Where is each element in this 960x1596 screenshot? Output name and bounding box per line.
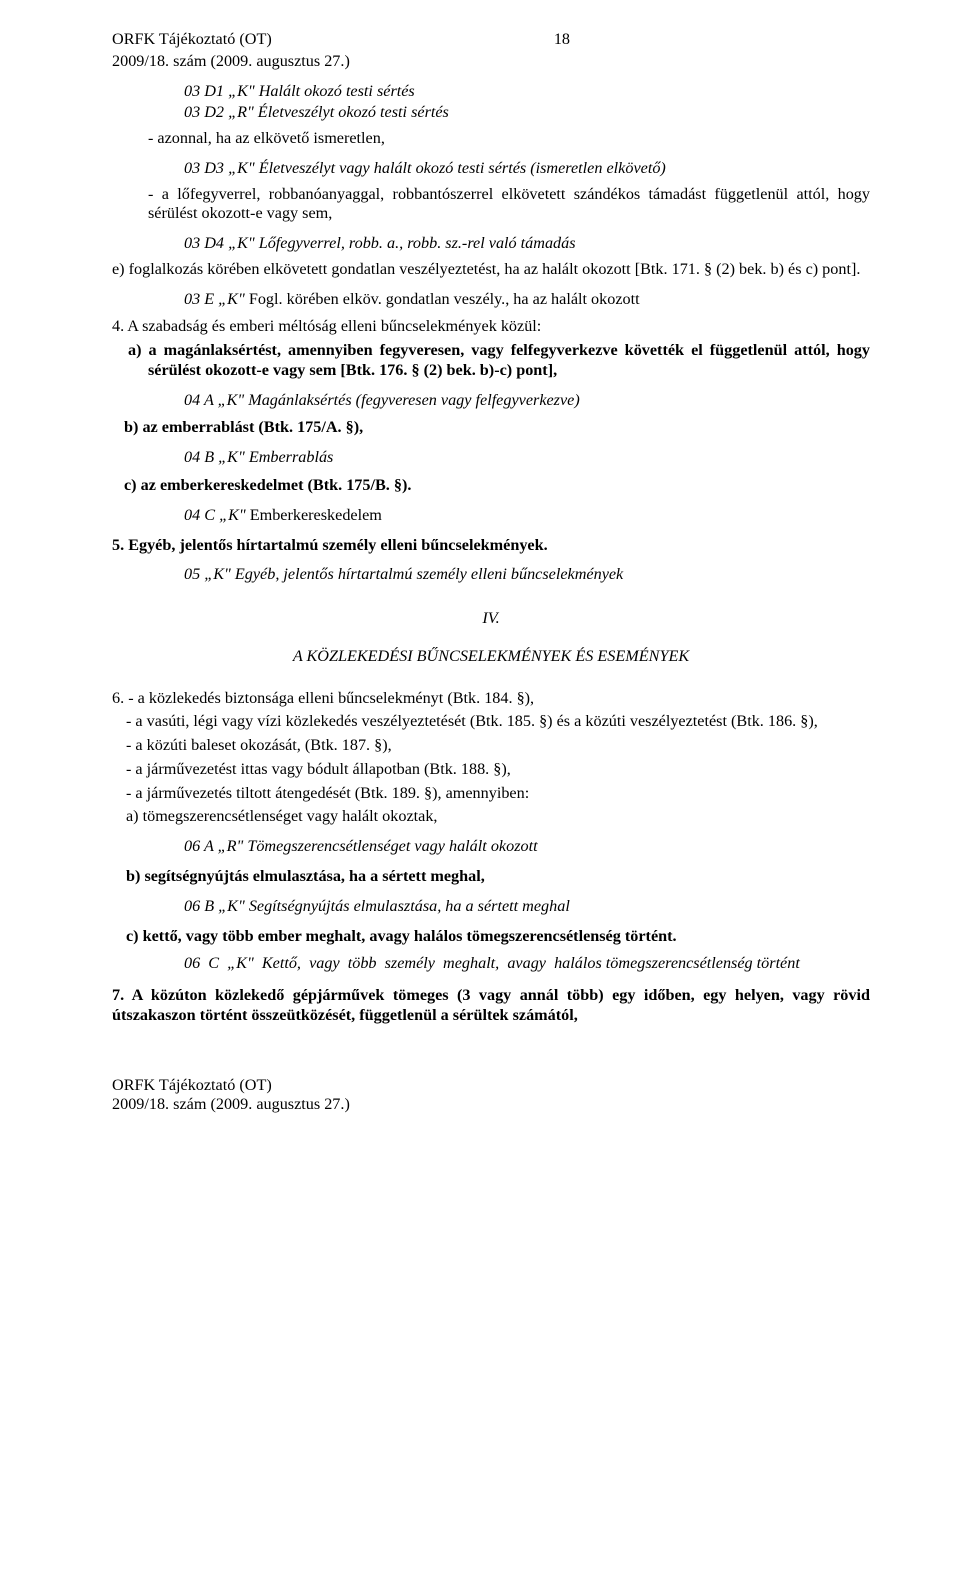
- subtitle-iv: A KÖZLEKEDÉSI BŰNCSELEKMÉNYEK ÉS ESEMÉNY…: [112, 647, 870, 667]
- section-6-line1: 6. - a közlekedés biztonsága elleni bűnc…: [112, 689, 870, 709]
- code-03-e: 03 E „K" Fogl. körében elköv. gondatlan …: [184, 290, 870, 310]
- line-azonnal: - azonnal, ha az elkövető ismeretlen,: [148, 129, 870, 149]
- footer-issue: 2009/18. szám (2009. augusztus 27.): [112, 1095, 870, 1115]
- section-6-line2: - a vasúti, légi vagy vízi közlekedés ve…: [112, 712, 870, 732]
- code-03-d1: 03 D1 „K" Halált okozó testi sértés: [184, 82, 870, 102]
- header-row: ORFK Tájékoztató (OT) 18: [112, 30, 870, 50]
- section-6-line5: - a járművezetés tiltott átengedését (Bt…: [112, 784, 870, 804]
- footer-title: ORFK Tájékoztató (OT): [112, 1076, 870, 1096]
- page-number: 18: [554, 30, 870, 50]
- roman-iv: IV.: [112, 609, 870, 629]
- code-03-d2: 03 D2 „R" Életveszélyt okozó testi sérté…: [184, 103, 870, 123]
- code-06-c: 06 C „K" Kettő, vagy több személy meghal…: [184, 954, 870, 974]
- section-7: 7. A közúton közlekedő gépjárművek tömeg…: [112, 986, 870, 1026]
- code-03-d3: 03 D3 „K" Életveszélyt vagy halált okozó…: [184, 159, 870, 179]
- code-03-d4: 03 D4 „K" Lőfegyverrel, robb. a., robb. …: [184, 234, 870, 254]
- code-04-b: 04 B „K" Emberrablás: [184, 448, 870, 468]
- section-6-line3: - a közúti baleset okozását, (Btk. 187. …: [112, 736, 870, 756]
- code-06-a: 06 A „R" Tömegszerencsétlenséget vagy ha…: [184, 837, 870, 857]
- code-03-e-text: Fogl. körében elköv. gondatlan veszély.,…: [249, 290, 640, 308]
- line-lofegyver: - a lőfegyverrel, robbanóanyaggal, robba…: [148, 185, 870, 225]
- code-03-e-prefix: 03 E „K": [184, 290, 249, 308]
- section-6-b: b) segítségnyújtás elmulasztása, ha a sé…: [112, 867, 870, 887]
- section-6-line6: a) tömegszerencsétlenséget vagy halált o…: [112, 807, 870, 827]
- code-04-c: 04 C „K" Emberkereskedelem: [184, 506, 870, 526]
- section-4-a: a) a magánlaksértést, amennyiben fegyver…: [112, 341, 870, 381]
- footer: ORFK Tájékoztató (OT) 2009/18. szám (200…: [112, 1076, 870, 1116]
- header-title: ORFK Tájékoztató (OT): [112, 30, 272, 50]
- code-05: 05 „K" Egyéb, jelentős hírtartalmú szemé…: [184, 565, 870, 585]
- section-4-intro: 4. A szabadság és emberi méltóság elleni…: [112, 317, 870, 337]
- code-06-b: 06 B „K" Segítségnyújtás elmulasztása, h…: [184, 897, 870, 917]
- section-6-c: c) kettő, vagy több ember meghalt, avagy…: [112, 927, 870, 947]
- code-04-c-prefix: 04 C „K": [184, 506, 250, 524]
- item-e: e) foglalkozás körében elkövetett gondat…: [112, 260, 870, 280]
- section-5: 5. Egyéb, jelentős hírtartalmú személy e…: [112, 536, 870, 556]
- document-page: ORFK Tájékoztató (OT) 18 2009/18. szám (…: [112, 30, 870, 1115]
- header-issue: 2009/18. szám (2009. augusztus 27.): [112, 52, 870, 72]
- section-6-line4: - a járművezetést ittas vagy bódult álla…: [112, 760, 870, 780]
- section-4-c: c) az emberkereskedelmet (Btk. 175/B. §)…: [112, 476, 870, 496]
- code-04-a: 04 A „K" Magánlaksértés (fegyveresen vag…: [184, 391, 870, 411]
- section-4-b: b) az emberrablást (Btk. 175/A. §),: [112, 418, 870, 438]
- code-04-c-text: Emberkereskedelem: [250, 506, 382, 524]
